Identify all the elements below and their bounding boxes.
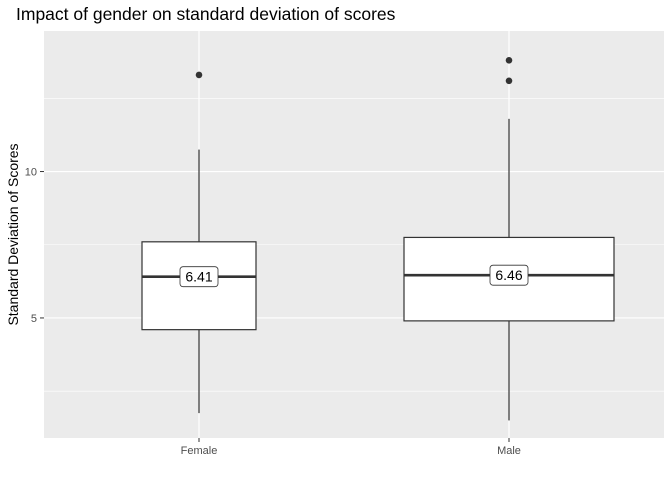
median-label-box	[489, 264, 529, 286]
plot-panel	[44, 31, 664, 438]
x-tick-label: Male	[497, 445, 521, 457]
box-layer: 6.41 6.46	[141, 56, 615, 421]
median-label: 6.46	[495, 267, 522, 283]
outlier-point	[195, 71, 203, 79]
box-female: 6.41	[141, 71, 257, 414]
chart-title: Impact of gender on standard deviation o…	[16, 4, 396, 24]
median-label: 6.41	[185, 269, 212, 285]
outlier-point	[505, 77, 513, 85]
x-tick-label: Female	[181, 445, 218, 457]
outlier-point	[505, 56, 513, 64]
box-male: 6.46	[403, 56, 615, 421]
y-tick-label: 5	[31, 313, 37, 325]
median-label-box	[179, 266, 219, 288]
y-axis-title: Standard Deviation of Scores	[5, 143, 21, 325]
y-tick-label: 10	[25, 167, 37, 179]
axis-layer: 5 10 Female Male	[25, 167, 521, 457]
